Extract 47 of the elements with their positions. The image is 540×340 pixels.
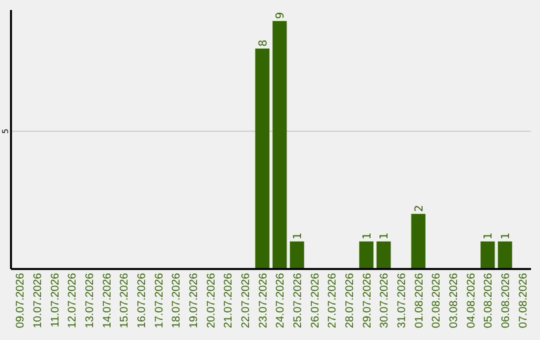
x-tick-label: 17.07.2026 xyxy=(153,273,166,328)
x-tick-label: 31.07.2026 xyxy=(396,273,408,328)
bar xyxy=(290,241,304,269)
x-tick-label: 21.07.2026 xyxy=(222,273,235,328)
x-tick-label: 03.08.2026 xyxy=(448,273,460,328)
x-tick-label: 29.07.2026 xyxy=(361,273,374,328)
x-tick-label: 07.08.2026 xyxy=(517,273,530,328)
x-tick-label: 15.07.2026 xyxy=(118,273,131,328)
x-tick-label: 23.07.2026 xyxy=(257,273,270,328)
x-tick-label: 09.07.2026 xyxy=(14,273,27,328)
x-tick-label: 24.07.2026 xyxy=(274,273,287,328)
bar xyxy=(255,48,270,269)
data-label: 1 xyxy=(482,232,495,240)
x-tick-label: 26.07.2026 xyxy=(309,273,322,328)
data-label: 2 xyxy=(412,204,426,212)
x-tick-label: 19.07.2026 xyxy=(188,273,200,328)
x-tick-label: 12.07.2026 xyxy=(66,273,79,328)
bar xyxy=(411,214,426,269)
data-label: 1 xyxy=(378,232,391,240)
data-label: 9 xyxy=(274,12,287,20)
data-label: 1 xyxy=(499,232,512,240)
x-tick-label: 30.07.2026 xyxy=(378,273,391,328)
x-tick-label: 18.07.2026 xyxy=(170,273,183,328)
x-tick-label: 10.07.2026 xyxy=(32,273,44,328)
x-tick-label: 14.07.2026 xyxy=(101,273,114,328)
bar xyxy=(498,241,512,269)
bar xyxy=(376,241,391,269)
x-tick-label: 13.07.2026 xyxy=(84,273,96,328)
x-tick-label: 28.07.2026 xyxy=(344,273,356,328)
bar xyxy=(272,21,287,269)
x-tick-label: 01.08.2026 xyxy=(413,273,426,328)
x-tick-label: 25.07.2026 xyxy=(292,273,304,328)
x-tick-label: 05.08.2026 xyxy=(482,273,495,328)
x-tick-label: 27.07.2026 xyxy=(326,273,339,328)
data-label: 1 xyxy=(291,232,304,240)
ref-line-label: 5 xyxy=(1,128,10,134)
x-tick-label: 06.08.2026 xyxy=(500,273,512,328)
data-label: 8 xyxy=(256,40,270,47)
bar xyxy=(480,241,495,269)
data-label: 1 xyxy=(360,232,374,240)
x-tick-label: 02.08.2026 xyxy=(430,273,443,328)
x-tick-label: 11.07.2026 xyxy=(49,273,62,328)
x-tick-label: 04.08.2026 xyxy=(465,273,478,328)
bar xyxy=(359,241,374,269)
x-tick-label: 16.07.2026 xyxy=(136,273,148,328)
x-tick-label: 22.07.2026 xyxy=(240,273,252,328)
x-tick-label: 20.07.2026 xyxy=(205,273,218,328)
